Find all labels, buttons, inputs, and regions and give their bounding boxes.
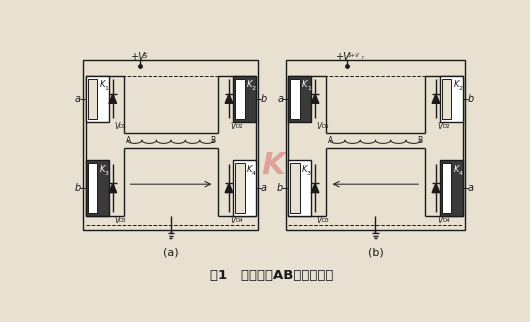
Text: V: V [437, 216, 443, 225]
Text: b: b [75, 183, 81, 193]
Text: D1: D1 [119, 124, 127, 129]
Bar [235, 79, 244, 119]
Text: S: S [143, 52, 147, 59]
Text: a: a [277, 94, 283, 104]
Bar [88, 163, 97, 213]
Bar [290, 79, 299, 119]
Text: KIA: KIA [262, 151, 320, 180]
Text: D1: D1 [321, 124, 329, 129]
Text: V: V [114, 122, 120, 131]
Text: K: K [302, 165, 308, 174]
Bar [83, 60, 259, 230]
Polygon shape [225, 94, 233, 103]
Text: D3: D3 [321, 218, 329, 223]
Bar [286, 60, 465, 230]
Text: +V: +V [337, 52, 351, 62]
Text: K: K [247, 80, 253, 89]
Text: K: K [100, 80, 105, 89]
Polygon shape [109, 94, 117, 103]
Bar [233, 76, 256, 122]
Text: V: V [437, 122, 443, 131]
Polygon shape [311, 94, 319, 103]
Text: K: K [454, 80, 460, 89]
Text: D4: D4 [235, 218, 243, 223]
Text: K: K [454, 165, 460, 174]
Text: V: V [114, 216, 120, 225]
Polygon shape [225, 184, 233, 193]
Text: a: a [261, 183, 267, 193]
Text: 1: 1 [307, 86, 311, 91]
Text: D4: D4 [442, 218, 450, 223]
Text: D2: D2 [442, 124, 450, 129]
Text: B: B [211, 137, 216, 146]
Text: 1: 1 [104, 86, 109, 91]
Text: V: V [231, 122, 236, 131]
Text: (a): (a) [163, 248, 179, 258]
Text: 2: 2 [252, 86, 256, 91]
Text: D3: D3 [119, 218, 127, 223]
Text: a: a [75, 94, 81, 104]
Text: +V: +V [131, 52, 146, 62]
Text: S+V: S+V [348, 53, 360, 58]
Bar [288, 76, 311, 122]
Bar [440, 76, 463, 122]
Text: b: b [261, 94, 267, 104]
Text: K: K [100, 165, 105, 174]
Text: B: B [418, 137, 423, 146]
Bar [86, 160, 109, 216]
Text: D2: D2 [235, 124, 243, 129]
Bar [442, 79, 452, 119]
Polygon shape [432, 94, 440, 103]
Bar [233, 160, 256, 216]
Bar [88, 79, 97, 119]
Text: (b): (b) [368, 248, 383, 258]
Text: a: a [468, 183, 474, 193]
Text: 3: 3 [307, 171, 311, 176]
Text: V: V [231, 216, 236, 225]
Text: K: K [302, 80, 308, 89]
Text: b: b [467, 94, 474, 104]
Bar [235, 163, 244, 213]
Text: 4: 4 [459, 171, 463, 176]
Text: A: A [328, 137, 333, 146]
Text: r: r [362, 55, 364, 61]
Polygon shape [432, 184, 440, 193]
Bar [440, 160, 463, 216]
Text: 3: 3 [104, 171, 109, 176]
Bar [442, 163, 452, 213]
Text: 2: 2 [459, 86, 463, 91]
Polygon shape [311, 184, 319, 193]
Text: 图1   电机绕组AB的电流方向: 图1 电机绕组AB的电流方向 [210, 269, 333, 282]
Text: b: b [277, 183, 283, 193]
Text: 4: 4 [252, 171, 256, 176]
Text: V: V [316, 122, 322, 131]
Text: K: K [247, 165, 253, 174]
Bar [290, 163, 299, 213]
Text: V: V [316, 216, 322, 225]
Bar [288, 160, 311, 216]
Bar [86, 76, 109, 122]
Text: A: A [126, 137, 131, 146]
Polygon shape [109, 184, 117, 193]
